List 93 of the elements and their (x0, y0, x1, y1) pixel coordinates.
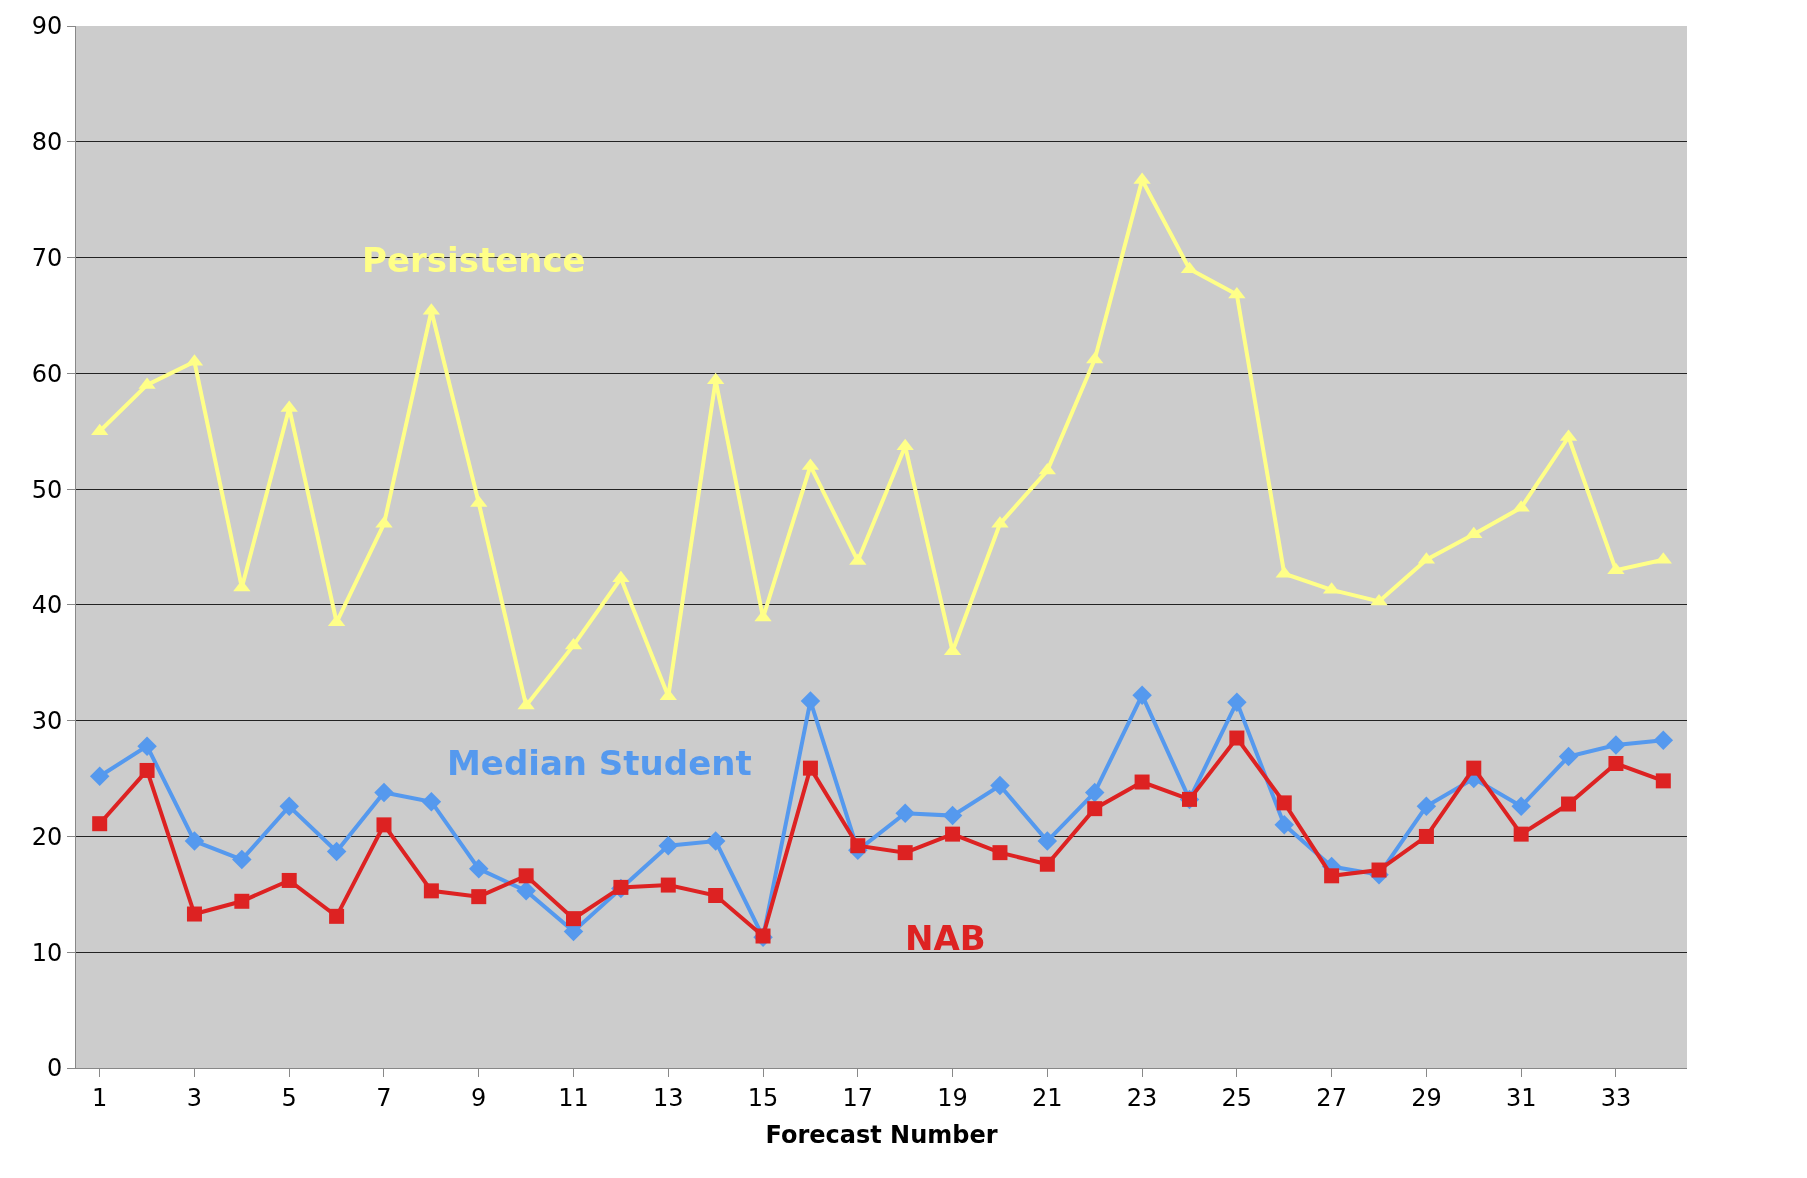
point (421, 791, 442, 812)
y-tick-label: 10 (31, 938, 63, 967)
point (1084, 782, 1105, 803)
point (1324, 868, 1340, 884)
point (1134, 774, 1150, 790)
point (1655, 773, 1671, 789)
point (516, 881, 536, 901)
point (1371, 862, 1387, 878)
point (326, 841, 347, 862)
point (992, 845, 1008, 861)
point (942, 805, 963, 826)
x-tick-label: 31 (1505, 1083, 1537, 1112)
point (232, 849, 252, 870)
point (137, 736, 157, 756)
point (329, 908, 345, 924)
point (566, 911, 582, 927)
point (1513, 826, 1529, 842)
point (945, 826, 961, 842)
point (1274, 815, 1294, 835)
point (279, 796, 299, 817)
point (92, 816, 108, 832)
point (1037, 831, 1058, 851)
x-tick-label: 9 (471, 1083, 487, 1112)
x-tick-label: 25 (1221, 1083, 1253, 1112)
x-tick-label: 1 (92, 1083, 108, 1112)
y-tick-label: 50 (31, 475, 63, 504)
y-tick-label: 0 (46, 1054, 63, 1083)
x-tick-label: 23 (1126, 1083, 1158, 1112)
point (896, 438, 914, 451)
point (281, 872, 297, 888)
point (802, 760, 818, 776)
series-label: NAB (905, 918, 986, 958)
point (1465, 526, 1483, 539)
point (1276, 795, 1292, 811)
point (1653, 730, 1674, 751)
point (1370, 593, 1388, 606)
point (612, 570, 630, 583)
point (184, 831, 205, 851)
point (800, 691, 821, 711)
point (1416, 796, 1437, 817)
point (89, 766, 110, 786)
point (895, 803, 915, 824)
point (1229, 730, 1245, 746)
point (658, 835, 679, 856)
x-tick-label: 11 (558, 1083, 589, 1112)
y-tick-label: 40 (31, 591, 63, 620)
x-tick-label: 17 (842, 1083, 874, 1112)
point (705, 831, 726, 851)
point (1606, 735, 1626, 755)
x-tick-label: 5 (281, 1083, 297, 1112)
point (707, 372, 725, 385)
point (850, 838, 866, 854)
x-tick-label: 19 (937, 1083, 968, 1112)
point (1608, 756, 1624, 771)
point (1418, 828, 1434, 844)
x-tick-label: 27 (1316, 1083, 1347, 1112)
y-tick-label: 90 (31, 12, 63, 41)
point (518, 868, 534, 884)
point (374, 782, 394, 803)
point (469, 859, 489, 879)
point (1466, 760, 1482, 776)
point (234, 893, 250, 909)
y-tick-label: 20 (31, 822, 63, 851)
x-tick-label: 3 (186, 1083, 203, 1112)
point (471, 889, 487, 905)
point (1511, 796, 1531, 817)
y-tick-label: 30 (31, 707, 63, 736)
point (1087, 801, 1103, 817)
x-tick-label: 15 (747, 1083, 779, 1112)
point (376, 817, 392, 833)
point (897, 845, 913, 861)
x-tick-label: 21 (1032, 1083, 1063, 1112)
point (660, 877, 676, 893)
point (708, 887, 724, 903)
point (1227, 692, 1247, 712)
point (990, 775, 1010, 796)
point (1558, 746, 1579, 767)
x-axis-title: Forecast Number (765, 1121, 998, 1150)
y-tick-label: 80 (31, 128, 63, 157)
point (1132, 685, 1152, 705)
point (139, 762, 155, 778)
series-label: Median Student (447, 743, 752, 783)
x-tick-label: 13 (653, 1083, 684, 1112)
x-tick-label: 7 (376, 1083, 392, 1112)
y-tick-label: 60 (31, 359, 63, 388)
point (1561, 796, 1577, 812)
point (1039, 856, 1055, 872)
point (423, 883, 439, 899)
y-tick-label: 70 (31, 243, 63, 272)
point (1086, 351, 1104, 364)
x-tick-label: 29 (1411, 1083, 1442, 1112)
x-tick-label: 33 (1600, 1083, 1632, 1112)
point (186, 906, 202, 922)
